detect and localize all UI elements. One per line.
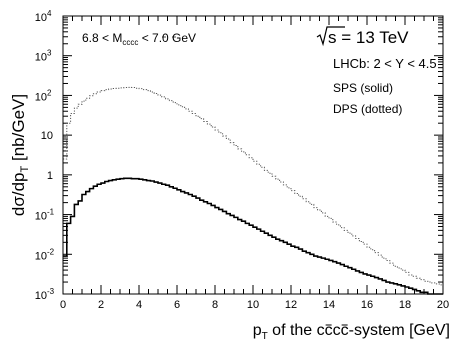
y-tick-label: 10 <box>35 12 47 24</box>
plot-frame <box>62 15 444 295</box>
y-tick-label: 10 <box>35 290 47 302</box>
x-tick-label: 0 <box>60 299 66 311</box>
y-tick-label: 10 <box>35 52 47 64</box>
energy-annotation: s = 13 TeV <box>328 28 409 47</box>
x-axis-label: pT of the cccc-system [GeV] <box>253 322 450 342</box>
mass-range-annotation: 6.8 < Mcccc < 7.0 GeV <box>82 31 196 47</box>
x-tick-label: 6 <box>174 299 180 311</box>
y-tick-exponent: 3 <box>47 49 52 58</box>
x-tick-label: 20 <box>437 299 449 311</box>
x-tick-labels: 0 2 4 6 8 10 12 14 16 18 20 <box>60 299 449 311</box>
x-tick-label: 10 <box>247 299 259 311</box>
rapidity-annotation: LHCb: 2 < Y < 4.5 <box>333 56 437 71</box>
y-tick-exponent: 2 <box>47 88 52 97</box>
dps-series-line <box>63 86 443 286</box>
sps-label: SPS (solid) <box>333 81 393 95</box>
x-tick-label: 18 <box>399 299 411 311</box>
y-axis-label: dσ/dpT [nb/GeV] <box>9 94 31 216</box>
x-tick-label: 8 <box>212 299 218 311</box>
x-tick-label: 12 <box>285 299 297 311</box>
sps-series-line <box>63 177 443 295</box>
y-tick-label: 10 <box>35 91 47 103</box>
y-tick-exponent: 4 <box>47 9 52 18</box>
y-tick-exponent: -3 <box>47 287 55 296</box>
sqrt-icon <box>316 26 345 47</box>
y-tick-label: 10 <box>41 130 53 142</box>
y-tick-label: 1 <box>47 170 53 182</box>
x-tick-label: 16 <box>361 299 373 311</box>
x-tick-label: 4 <box>136 299 142 311</box>
y-tick-exponent: -2 <box>47 247 55 256</box>
y-tick-label: 10 <box>35 250 47 262</box>
axis-ticks <box>62 16 444 295</box>
series-layer <box>63 86 443 295</box>
x-tick-label: 2 <box>98 299 104 311</box>
y-tick-label: 10 <box>35 211 47 223</box>
x-tick-label: 14 <box>323 299 335 311</box>
y-tick-exponent: -1 <box>47 208 55 217</box>
dps-label: DPS (dotted) <box>333 102 402 116</box>
